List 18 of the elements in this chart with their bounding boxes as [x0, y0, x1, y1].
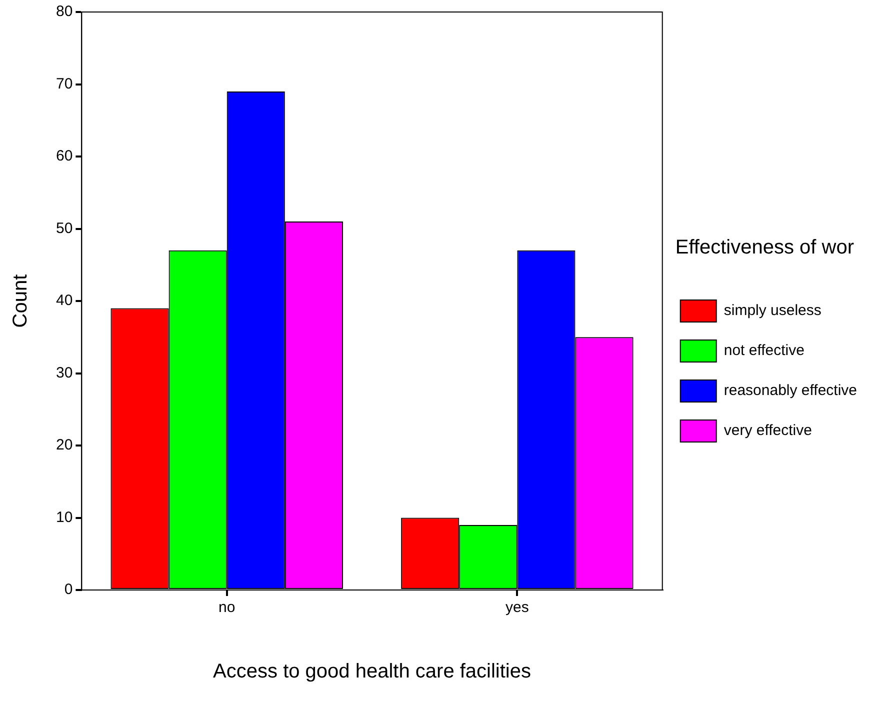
- y-tick-label: 30: [56, 364, 73, 382]
- y-tick-label: 10: [56, 508, 73, 526]
- x-tick-label: no: [218, 599, 236, 616]
- legend-title: Effectiveness of wor: [675, 236, 854, 259]
- y-tick-label: 80: [56, 3, 73, 20]
- y-tick-label: 40: [56, 292, 73, 310]
- y-tick-label: 60: [56, 148, 73, 165]
- y-tick-label: 20: [56, 436, 73, 454]
- legend-label: very effective: [724, 422, 812, 440]
- x-tick-label: yes: [506, 599, 529, 616]
- legend-label: reasonably effective: [724, 382, 857, 400]
- x-axis-title: Access to good health care facilities: [213, 660, 531, 683]
- y-tick-label: 50: [56, 220, 73, 237]
- y-tick-label: 0: [64, 581, 73, 598]
- y-axis-title: Count: [10, 274, 32, 328]
- legend-label: simply useless: [724, 302, 822, 320]
- y-tick-label: 70: [56, 75, 73, 92]
- legend-label: not effective: [724, 342, 804, 360]
